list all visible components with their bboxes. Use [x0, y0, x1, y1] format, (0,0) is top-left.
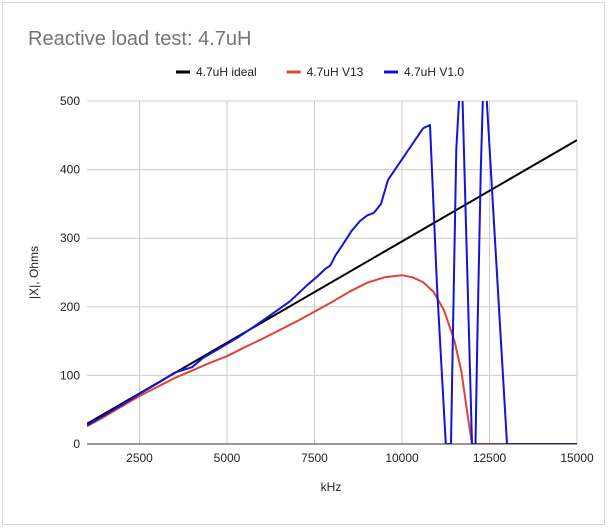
- legend: 4.7uH ideal 4.7uH V13 4.7uH V1.0: [176, 65, 464, 79]
- x-tick-label: 5000: [214, 451, 241, 465]
- series-layer: [87, 101, 577, 444]
- x-tick-label: 2500: [126, 451, 153, 465]
- x-tick-label: 15000: [560, 451, 594, 465]
- y-axis-title: |X|, Ohms: [27, 246, 41, 299]
- y-tick-label: 0: [73, 437, 80, 451]
- legend-label: 4.7uH ideal: [196, 65, 257, 79]
- y-tick-label: 500: [60, 94, 80, 108]
- y-tick-label: 200: [60, 300, 80, 314]
- y-tick-label: 400: [60, 163, 80, 177]
- series-line-3: [87, 101, 577, 444]
- x-axis-title: kHz: [321, 480, 342, 494]
- chart-frame: [2, 2, 605, 525]
- x-tick-label: 10000: [385, 451, 419, 465]
- x-tick-label: 7500: [301, 451, 328, 465]
- legend-label: 4.7uH V1.0: [404, 65, 464, 79]
- legend-label: 4.7uH V13: [307, 65, 364, 79]
- series-line-2: [87, 274, 577, 444]
- axes: 0 100 200 300 400 500 2500 5000 7500 10000 12500 15…: [27, 94, 594, 494]
- y-tick-label: 300: [60, 231, 80, 245]
- y-tick-label: 100: [60, 368, 80, 382]
- x-tick-label: 12500: [473, 451, 507, 465]
- grid: [87, 100, 578, 444]
- chart-title: Reactive load test: 4.7uH: [28, 28, 252, 50]
